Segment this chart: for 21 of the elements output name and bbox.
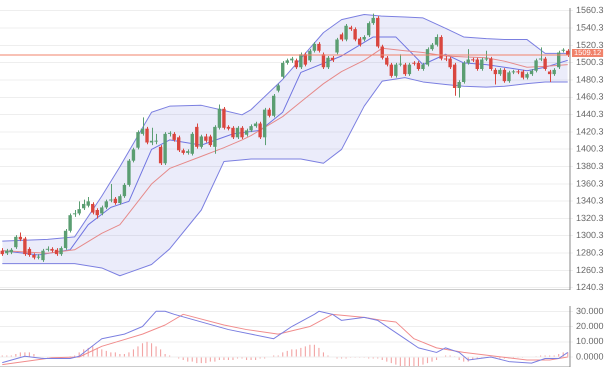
- y-tick-label: 1520.3: [576, 40, 604, 50]
- y-tick-label: 1340.3: [576, 196, 604, 206]
- y-tick-label: 1240.3: [576, 282, 604, 292]
- y-tick-label: 1480.3: [576, 74, 604, 84]
- y-tick-label: 1540.3: [576, 22, 604, 33]
- y-tick-label: 1400.3: [576, 144, 604, 154]
- y-tick-label: 1300.3: [576, 230, 604, 240]
- y-tick-label: 1280.3: [576, 247, 604, 258]
- y-tick-label: 30.000: [576, 306, 604, 316]
- y-tick-label: 1360.3: [576, 178, 604, 188]
- y-tick-label: 1500.3: [576, 57, 604, 68]
- y-tick-label: 10.000: [576, 336, 604, 346]
- y-tick-label: 1440.3: [576, 109, 604, 120]
- y-tick-label: 1560.3: [576, 5, 604, 16]
- y-tick-label: 1380.3: [576, 160, 604, 171]
- y-tick-label: 20.000: [576, 321, 604, 331]
- y-tick-label: 1460.3: [576, 92, 604, 102]
- y-tick-label: 1420.3: [576, 126, 604, 136]
- y-tick-label: 0.0000: [576, 351, 604, 362]
- y-tick-label: 1320.3: [576, 212, 604, 223]
- y-tick-label: 1260.3: [576, 264, 604, 275]
